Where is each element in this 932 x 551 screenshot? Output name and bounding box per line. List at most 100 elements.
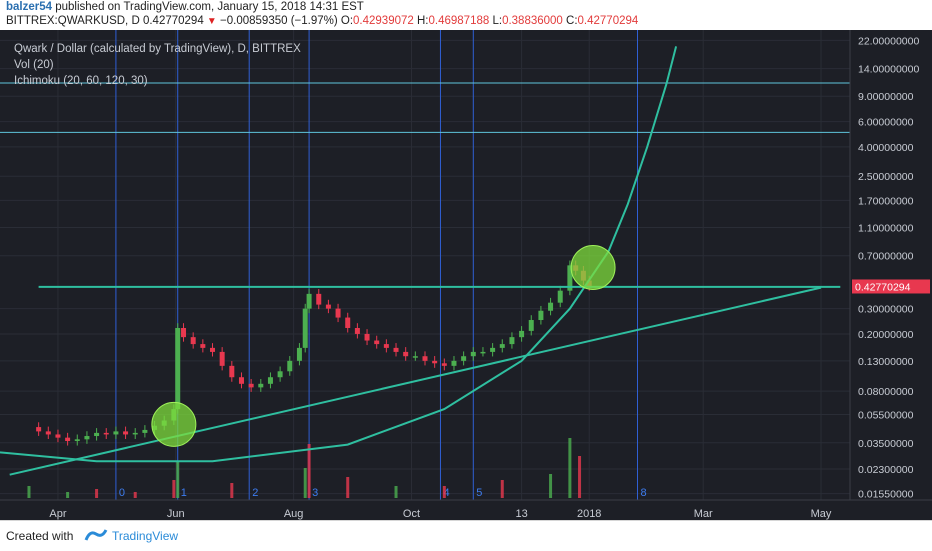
low-label: L: [492,15,503,27]
candle-body [528,320,534,331]
candle-body [480,351,486,354]
y-tick-label: 6.00000000 [858,117,914,129]
candle-body [306,293,312,309]
trendline-support [9,286,822,476]
x-tick-label: 13 [515,508,527,520]
candle-body [200,344,206,348]
tradingview-brand[interactable]: TradingView [112,529,179,543]
candle-body [441,363,447,366]
candle-body [538,310,544,321]
candle-body [65,437,71,442]
volume-bar [568,438,572,498]
price-change: −0.00859350 (−1.97%) [220,15,338,27]
close-value: 0.42770294 [577,15,639,27]
candle-body [248,383,254,388]
time-cycle-label: 8 [641,487,647,499]
chart-legend-ichimoku: Ichimoku (20, 60, 120, 30) [14,75,148,87]
volume-bar [307,444,311,498]
candle-body [74,439,80,442]
volume-bar [27,486,31,498]
created-with-label: Created with [6,529,74,543]
highlight-circle [151,401,197,447]
volume-bar [549,474,553,498]
candle-body [422,356,428,361]
x-tick-label: Aug [284,508,304,520]
x-tick-label: Jun [167,508,185,520]
volume-bar [346,477,350,498]
candle-body [557,290,563,303]
candle-body [94,432,100,437]
candle-body [238,377,244,384]
y-tick-label: 0.03500000 [858,438,914,450]
candle-body [190,337,196,345]
candle-body [548,302,554,311]
volume-bar [133,492,137,498]
candle-body [123,431,129,435]
volume-bar [394,486,398,498]
open-label: O: [340,15,354,27]
candle-body [103,432,109,435]
candle-body [470,351,476,357]
candle-body [364,333,370,341]
chart-legend-volume: Vol (20) [14,59,54,71]
candle-body [374,340,380,345]
x-tick-label: 2018 [577,508,601,520]
time-cycle-label: 0 [119,487,125,499]
trendline-parabolic [0,46,678,463]
y-tick-label: 0.20000000 [858,329,914,341]
candle-body [287,360,293,372]
candle-body [403,351,409,357]
candle-body [393,347,399,352]
candle-body [84,436,90,440]
y-tick-label: 0.30000000 [858,304,914,316]
candle-body [181,327,187,338]
candle-body [36,427,42,432]
candle-body [175,327,181,410]
symbol-label: BITTREX:QWARKUSD, D [6,15,140,27]
candle-body [296,347,302,361]
footer: Created with TradingView [0,520,932,551]
candle-body [229,365,235,378]
y-tick-label: 0.01550000 [858,489,914,501]
time-cycle-label: 3 [312,487,318,499]
open-value: 0.42939072 [353,15,414,27]
candle-body [267,377,273,384]
publish-line: balzer54 published on TradingView.com, J… [6,1,364,13]
candle-body [345,317,351,328]
candle-body [509,337,515,345]
candle-body [210,347,215,352]
candle-body [567,265,573,291]
chart-legend-title: Qwark / Dollar (calculated by TradingVie… [14,43,301,55]
candle-body [132,432,138,435]
x-tick-label: Oct [403,508,420,520]
time-cycle-label: 5 [476,487,482,499]
candle-body [490,347,496,352]
y-tick-label: 0.13000000 [858,356,914,368]
candle-body [451,360,457,366]
volume-bar [303,468,307,498]
y-tick-label: 0.02300000 [858,464,914,476]
tradingview-logo-icon [84,529,108,541]
high-label: H: [417,15,429,27]
time-cycle-label: 1 [181,487,187,499]
volume-bar [176,462,180,498]
x-tick-label: May [811,508,832,520]
candle-body [499,344,505,348]
volume-bar [95,489,99,498]
x-tick-label: Apr [49,508,66,520]
volume-bar [578,456,582,498]
price-axis [850,30,932,520]
close-label: C: [566,15,578,27]
y-tick-label: 0.70000000 [858,251,914,263]
y-tick-label: 9.00000000 [858,91,914,103]
y-tick-label: 2.50000000 [858,171,914,183]
candle-body [55,434,61,438]
username-link[interactable]: balzer54 [6,1,53,13]
y-tick-label: 22.00000000 [858,35,919,47]
low-value: 0.38836000 [502,15,563,27]
x-tick-label: Mar [694,508,713,520]
volume-bar [172,480,176,498]
candle-body [335,308,341,318]
